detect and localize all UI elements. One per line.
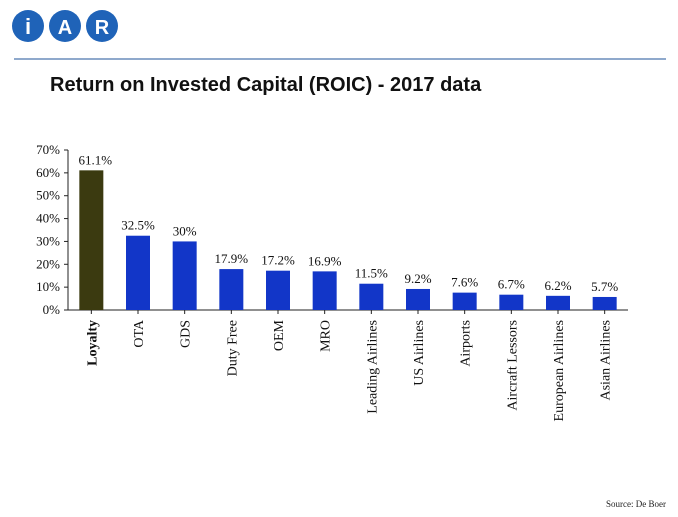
- data-label: 61.1%: [79, 152, 113, 167]
- data-label: 17.2%: [261, 253, 295, 268]
- category-label: Airports: [459, 320, 474, 367]
- logo-circle-a: [49, 10, 81, 42]
- data-label: 17.9%: [215, 251, 249, 266]
- logo-letter-a: A: [58, 17, 72, 39]
- data-label: 6.7%: [498, 277, 525, 292]
- category-label: European Airlines: [552, 320, 567, 421]
- category-label: US Airlines: [412, 320, 427, 386]
- bar: [406, 288, 430, 310]
- bar: [79, 170, 104, 310]
- category-label: Loyalty: [85, 320, 100, 366]
- bar: [219, 269, 244, 310]
- logo-circle-i: [12, 10, 44, 42]
- bar: [546, 295, 570, 310]
- y-tick-label: 60%: [36, 165, 60, 180]
- y-tick-label: 30%: [36, 233, 60, 248]
- category-label: Leading Airlines: [365, 320, 380, 414]
- category-label: MRO: [319, 320, 334, 352]
- bar: [126, 235, 150, 310]
- category-label: Aircraft Lessors: [505, 320, 520, 411]
- y-tick-label: 20%: [36, 256, 60, 271]
- header-rule: [14, 58, 666, 60]
- bar: [312, 271, 337, 310]
- bar: [359, 283, 384, 310]
- category-label: OEM: [272, 319, 287, 351]
- category-label: OTA: [132, 319, 147, 348]
- iar-logo: i A R: [12, 10, 118, 42]
- y-tick-label: 40%: [36, 211, 60, 226]
- category-label: GDS: [179, 320, 194, 348]
- slide-title: Return on Invested Capital (ROIC) - 2017…: [50, 74, 482, 96]
- bar: [172, 241, 197, 310]
- logo-letter-r: R: [95, 17, 110, 39]
- data-label: 7.6%: [451, 275, 478, 290]
- bar: [266, 270, 290, 310]
- y-tick-label: 0%: [43, 302, 61, 317]
- data-label: 30%: [173, 223, 197, 238]
- category-label: Duty Free: [225, 320, 240, 376]
- logo-circle-r: [86, 10, 118, 42]
- roic-bar-chart: 0% 10% 20% 30% 40% 50% 60% 70% 61.1% Loyalty 32.5%…: [36, 142, 628, 421]
- y-tick-label: 50%: [36, 188, 60, 203]
- bar: [452, 292, 477, 310]
- data-label: 32.5%: [121, 218, 155, 233]
- y-tick-label: 10%: [36, 279, 60, 294]
- data-label: 6.2%: [544, 278, 571, 293]
- source-note: Source: De Boer: [606, 499, 666, 509]
- data-label: 11.5%: [355, 266, 388, 281]
- data-label: 9.2%: [404, 271, 431, 286]
- data-label: 5.7%: [591, 279, 618, 294]
- y-tick-label: 70%: [36, 142, 60, 157]
- bar: [592, 296, 617, 310]
- category-label: Asian Airlines: [599, 320, 614, 401]
- data-label: 16.9%: [308, 253, 342, 268]
- bar: [499, 294, 524, 310]
- logo-letter-i: i: [25, 14, 31, 39]
